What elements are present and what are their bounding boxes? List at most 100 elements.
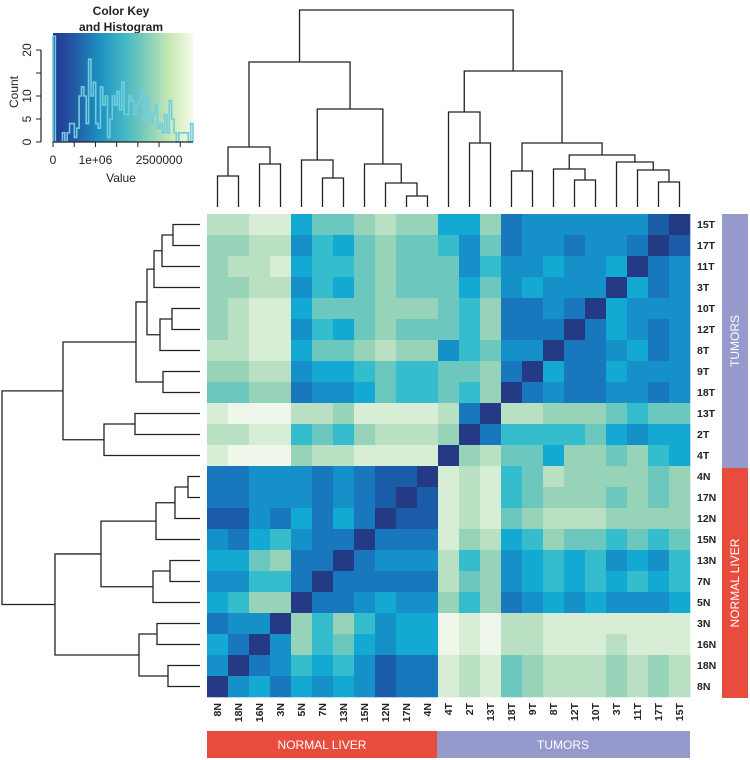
heatmap-cell-7N-7N xyxy=(312,571,334,593)
heatmap-cell-17N-16N xyxy=(249,487,271,509)
heatmap-cell-11T-18N xyxy=(228,256,250,278)
row-label: 18T xyxy=(697,387,716,399)
heatmap-cell-18N-18T xyxy=(501,655,523,677)
heatmap-cell-16N-8T xyxy=(543,634,565,656)
heatmap-cell-4N-13N xyxy=(333,466,355,488)
heatmap-cell-8T-15N xyxy=(354,340,376,362)
column-label: 17N xyxy=(401,703,413,722)
row-group-bar: TUMORS NORMAL LIVER xyxy=(722,214,748,698)
heatmap-cell-4N-8T xyxy=(543,466,565,488)
heatmap-cell-18T-18N xyxy=(228,382,250,404)
heatmap-cell-11T-17N xyxy=(396,256,418,278)
heatmap-cell-15T-3T xyxy=(606,214,628,236)
heatmap-cell-8N-18T xyxy=(501,676,523,698)
heatmap-cell-13N-8T xyxy=(543,550,565,572)
heatmap-cell-13N-3N xyxy=(270,550,292,572)
heatmap-cell-15T-17N xyxy=(396,214,418,236)
heatmap-cell-17N-12N xyxy=(375,487,397,509)
heatmap-cell-18T-8T xyxy=(543,382,565,404)
heatmap-cell-17T-4T xyxy=(438,235,460,257)
heatmap-cell-17T-2T xyxy=(459,235,481,257)
heatmap-cell-8T-4N xyxy=(417,340,439,362)
heatmap-cell-8T-5N xyxy=(291,340,313,362)
heatmap-cell-11T-9T xyxy=(522,256,544,278)
heatmap-cell-15T-15N xyxy=(354,214,376,236)
heatmap-cell-12N-16N xyxy=(249,508,271,530)
heatmap-cell-13T-2T xyxy=(459,403,481,425)
heatmap-cell-3T-3N xyxy=(270,277,292,299)
heatmap-cell-8T-18N xyxy=(228,340,250,362)
heatmap-cell-11T-8N xyxy=(207,256,229,278)
heatmap-cell-4T-17N xyxy=(396,445,418,467)
heatmap-cell-12N-13N xyxy=(333,508,355,530)
heatmap-cell-4T-3N xyxy=(270,445,292,467)
heatmap-cell-18T-7N xyxy=(312,382,334,404)
heatmap-cell-10T-18N xyxy=(228,298,250,320)
heatmap-cell-13T-15T xyxy=(669,403,691,425)
heatmap-cell-9T-7N xyxy=(312,361,334,383)
heatmap-cell-7N-16N xyxy=(249,571,271,593)
heatmap-cell-13T-15N xyxy=(354,403,376,425)
heatmap-cell-13T-7N xyxy=(312,403,334,425)
heatmap-cell-15T-7N xyxy=(312,214,334,236)
heatmap-cell-5N-8N xyxy=(207,592,229,614)
heatmap-cell-13T-9T xyxy=(522,403,544,425)
color-key-ytick: 20 xyxy=(20,43,34,57)
heatmap-cell-7N-4T xyxy=(438,571,460,593)
heatmap-cell-9T-17T xyxy=(648,361,670,383)
heatmap-cell-12T-9T xyxy=(522,319,544,341)
column-labels: 8N 18N 16N 3N 5N 7N 13N 15N 12N 17N 4N 4T 2T 13T 18T 9T… xyxy=(212,702,686,722)
heatmap-cell-11T-13N xyxy=(333,256,355,278)
heatmap-cell-11T-2T xyxy=(459,256,481,278)
heatmap-cell-15T-3N xyxy=(270,214,292,236)
heatmap-cell-4N-9T xyxy=(522,466,544,488)
heatmap-cell-18T-4T xyxy=(438,382,460,404)
heatmap-cell-8N-13T xyxy=(480,676,502,698)
heatmap-cell-3N-12T xyxy=(564,613,586,635)
column-label: 4T xyxy=(443,702,455,715)
heatmap-cell-18N-17N xyxy=(396,655,418,677)
heatmap-cell-12T-8T xyxy=(543,319,565,341)
heatmap-cell-9T-4T xyxy=(438,361,460,383)
heatmap-cell-15N-15T xyxy=(669,529,691,551)
heatmap-cell-3T-18N xyxy=(228,277,250,299)
heatmap-cell-7N-15T xyxy=(669,571,691,593)
heatmap-cell-12T-16N xyxy=(249,319,271,341)
heatmap-cell-4T-2T xyxy=(459,445,481,467)
heatmap-cell-4T-18N xyxy=(228,445,250,467)
heatmap-cell-12N-15N xyxy=(354,508,376,530)
heatmap-cell-8N-15T xyxy=(669,676,691,698)
column-label: 7N xyxy=(317,703,329,716)
heatmap-cell-4N-15T xyxy=(669,466,691,488)
heatmap-cell-4N-7N xyxy=(312,466,334,488)
heatmap-cell-15T-13N xyxy=(333,214,355,236)
dendrogram-branch xyxy=(135,301,163,383)
heatmap-cell-10T-4N xyxy=(417,298,439,320)
heatmap-cell-12N-13T xyxy=(480,508,502,530)
heatmap-cell-4T-12T xyxy=(564,445,586,467)
heatmap-cell-7N-15N xyxy=(354,571,376,593)
heatmap-cell-15N-13N xyxy=(333,529,355,551)
dendrogram-branch xyxy=(100,520,156,588)
color-key-ylabel: Count xyxy=(7,75,21,108)
heatmap-cell-4N-15N xyxy=(354,466,376,488)
dendrogram-branch xyxy=(134,412,200,436)
heatmap-cell-2T-15T xyxy=(669,424,691,446)
heatmap-cell-13T-3T xyxy=(606,403,628,425)
heatmap-cell-13N-17N xyxy=(396,550,418,572)
heatmap-cell-4T-18T xyxy=(501,445,523,467)
heatmap-cell-10T-17T xyxy=(648,298,670,320)
heatmap-cell-12N-4T xyxy=(438,508,460,530)
heatmap-cell-12T-18N xyxy=(228,319,250,341)
heatmap-cell-11T-15N xyxy=(354,256,376,278)
heatmap-cell-8T-8T xyxy=(543,340,565,362)
heatmap-cell-10T-15N xyxy=(354,298,376,320)
heatmap-cell-3T-8T xyxy=(543,277,565,299)
heatmap-cell-13T-10T xyxy=(585,403,607,425)
heatmap-cell-3N-11T xyxy=(627,613,649,635)
row-label: 10T xyxy=(697,303,716,315)
heatmap-cell-3N-12N xyxy=(375,613,397,635)
heatmap-cell-18N-11T xyxy=(627,655,649,677)
heatmap-cell-3T-13T xyxy=(480,277,502,299)
heatmap-cell-5N-16N xyxy=(249,592,271,614)
